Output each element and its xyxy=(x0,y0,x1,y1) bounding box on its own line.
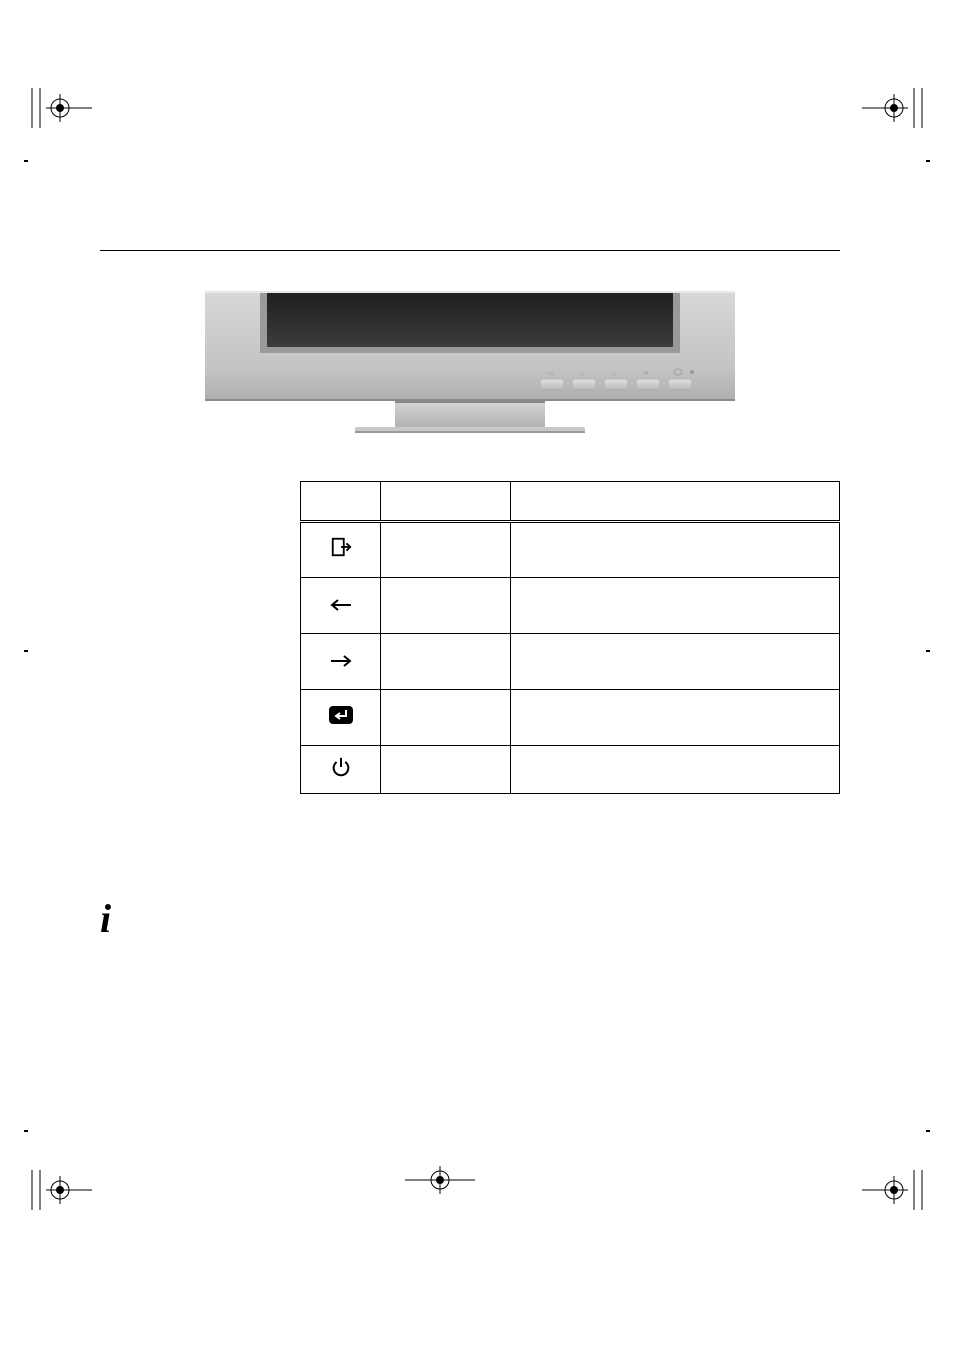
trim-dot xyxy=(24,1130,28,1132)
right-arrow-icon xyxy=(329,649,353,675)
exit-icon-cell xyxy=(301,522,381,578)
row-desc xyxy=(511,522,840,578)
crop-mark-bottom-right xyxy=(862,1140,932,1210)
col-desc-header xyxy=(511,482,840,522)
svg-text:▭: ▭ xyxy=(548,371,554,377)
enter-icon xyxy=(328,705,354,731)
trim-dot xyxy=(24,650,28,652)
section-rule xyxy=(100,250,840,251)
table-row xyxy=(301,634,840,690)
trim-dot xyxy=(926,160,930,162)
table-row xyxy=(301,746,840,794)
row-desc xyxy=(511,578,840,634)
monitor-illustration: ▭ ← → ↵ xyxy=(205,291,735,441)
page-body: ▭ ← → ↵ xyxy=(100,250,840,794)
crop-mark-top-left xyxy=(22,88,92,158)
power-icon-cell xyxy=(301,746,381,794)
svg-text:↵: ↵ xyxy=(644,371,649,377)
svg-text:←: ← xyxy=(580,371,586,377)
crop-mark-bottom-left xyxy=(22,1140,92,1210)
row-desc xyxy=(511,634,840,690)
row-name xyxy=(381,578,511,634)
row-name xyxy=(381,690,511,746)
row-name xyxy=(381,634,511,690)
table-row xyxy=(301,522,840,578)
table-header-row xyxy=(301,482,840,522)
row-name xyxy=(381,522,511,578)
svg-text:→: → xyxy=(612,371,618,377)
exit-icon xyxy=(330,536,352,564)
row-desc xyxy=(511,690,840,746)
row-desc xyxy=(511,746,840,794)
enter-icon-cell xyxy=(301,690,381,746)
controls-table xyxy=(300,481,840,794)
power-icon xyxy=(330,756,352,784)
right-arrow-icon-cell xyxy=(301,634,381,690)
col-icon-header xyxy=(301,482,381,522)
row-name xyxy=(381,746,511,794)
trim-dot xyxy=(24,160,28,162)
table-row xyxy=(301,578,840,634)
left-arrow-icon-cell xyxy=(301,578,381,634)
left-arrow-icon xyxy=(329,593,353,619)
info-icon: i xyxy=(100,895,111,942)
table-row xyxy=(301,690,840,746)
trim-dot xyxy=(926,1130,930,1132)
crop-mark-bottom-center xyxy=(405,1160,475,1200)
crop-mark-top-right xyxy=(862,88,932,158)
col-name-header xyxy=(381,482,511,522)
trim-dot xyxy=(926,650,930,652)
